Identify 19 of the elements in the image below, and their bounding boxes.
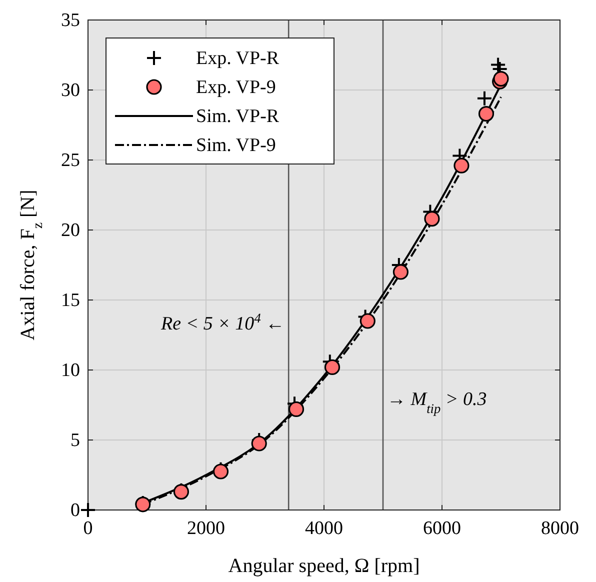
y-tick-label: 30 (61, 80, 80, 101)
legend-label: Sim. VP-R (196, 106, 280, 127)
y-tick-label: 25 (61, 150, 80, 171)
legend-label: Exp. VP-9 (196, 77, 276, 98)
ref-line-label: → M$_{tip}$ > 0.3 (387, 389, 487, 416)
y-tick-label: 0 (70, 500, 80, 521)
ref-line-label: Re < 5 × 10$^{4}$ ← (160, 310, 285, 334)
y-tick-label: 35 (61, 10, 80, 31)
x-tick-label: 8000 (541, 518, 579, 539)
y-tick-label: 10 (61, 360, 80, 381)
legend-label: Exp. VP-R (196, 48, 280, 69)
x-tick-label: 2000 (187, 518, 225, 539)
y-tick-label: 5 (70, 430, 80, 451)
x-tick-label: 6000 (423, 518, 461, 539)
legend-label: Sim. VP-9 (196, 135, 276, 156)
x-tick-label: 4000 (305, 518, 343, 539)
x-axis-title: Angular speed, Ω [rpm] (228, 555, 420, 577)
y-tick-label: 20 (61, 220, 80, 241)
y-tick-label: 15 (61, 290, 80, 311)
